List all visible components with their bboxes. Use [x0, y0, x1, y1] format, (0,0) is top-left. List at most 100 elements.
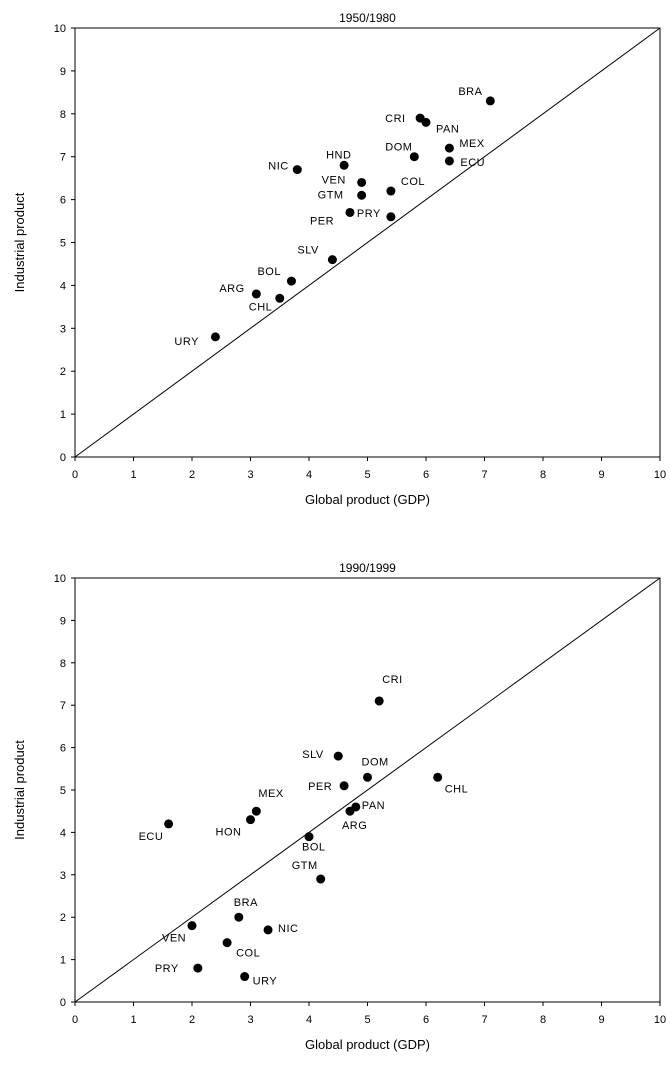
chart1-point-label-col: COL	[401, 176, 425, 188]
chart2-point-dom	[363, 772, 372, 782]
chart2-x-tick-label: 0	[72, 1014, 78, 1026]
chart2-y-tick-label: 6	[60, 743, 66, 755]
chart2-point-label-cri: CRI	[382, 674, 402, 686]
chart2-x-tick-label: 3	[247, 1014, 253, 1026]
chart2-point-label-slv: SLV	[302, 749, 324, 761]
chart2-point-label-per: PER	[308, 781, 332, 793]
chart1-y-tick-label: 5	[60, 238, 66, 250]
chart1-point-label-dom: DOM	[385, 142, 412, 154]
chart2-point-arg	[345, 806, 355, 816]
chart2-point-label-bra: BRA	[234, 897, 258, 909]
chart2-point-bra	[234, 912, 244, 922]
chart2-y-tick-label: 7	[60, 700, 66, 712]
chart2-point-label-mex: MEX	[258, 788, 284, 800]
chart1-point-label-nic: NIC	[268, 161, 288, 173]
chart1-point-chl	[275, 293, 285, 303]
chart1-x-tick-label: 4	[306, 469, 312, 481]
chart1-point-label-bra: BRA	[458, 86, 482, 98]
chart2-point-label-pry: PRY	[155, 963, 179, 975]
chart2-y-tick-label: 10	[54, 573, 66, 585]
chart2-x-tick-label: 4	[306, 1014, 312, 1026]
chart1-x-tick-label: 1	[130, 469, 136, 481]
chart1-x-tick-label: 10	[654, 469, 666, 481]
chart2-point-ecu	[164, 819, 174, 829]
chart1-y-tick-label: 1	[60, 409, 66, 421]
chart1-x-tick-label: 2	[189, 469, 195, 481]
chart1-point-label-cri: CRI	[385, 113, 405, 125]
chart1-y-tick-label: 9	[60, 66, 66, 78]
chart2-point-cri	[374, 696, 384, 706]
chart1-y-tick-label: 3	[60, 323, 66, 335]
chart1-point-label-hnd: HND	[326, 149, 351, 161]
chart2-x-tick-label: 6	[423, 1014, 429, 1026]
chart1-point-gtm	[357, 190, 367, 200]
chart2-point-slv	[333, 751, 343, 761]
chart2-y-tick-label: 2	[60, 912, 66, 924]
chart2-point-ury	[240, 972, 250, 982]
chart2-x-tick-label: 1	[130, 1014, 136, 1026]
chart1-title: 1950/1980	[339, 11, 396, 25]
chart1-reference-line	[74, 27, 661, 458]
chart2-y-axis-title: Industrial product	[12, 740, 27, 840]
chart1-point-hnd	[339, 160, 349, 170]
chart2-x-axis-title: Global product (GDP)	[305, 1037, 430, 1052]
chart2-y-tick-label: 5	[60, 785, 66, 797]
chart2-x-tick-label: 8	[540, 1014, 546, 1026]
chart2-x-tick-label: 9	[598, 1014, 604, 1026]
chart1-point-label-chl: CHL	[249, 301, 273, 313]
chart1-point-label-ury: URY	[174, 336, 199, 348]
chart2-point-chl	[433, 772, 443, 782]
chart1-point-label-slv: SLV	[297, 245, 319, 257]
chart1-x-tick-label: 6	[423, 469, 429, 481]
chart1-point-bra	[485, 96, 495, 106]
chart2-point-per	[339, 781, 349, 791]
chart1-point-dom	[409, 152, 419, 162]
chart1-y-tick-label: 0	[60, 452, 66, 464]
chart2-point-ven	[187, 921, 197, 931]
chart1-point-ury	[210, 332, 220, 342]
chart1-point-label-ecu: ECU	[460, 157, 485, 169]
chart1-y-tick-label: 7	[60, 152, 66, 164]
chart1-point-bol	[286, 276, 296, 286]
chart2-x-tick-label: 5	[364, 1014, 370, 1026]
chart2-point-label-nic: NIC	[278, 923, 298, 935]
chart1-point-label-pry: PRY	[357, 208, 381, 220]
chart1-point-label-pan: PAN	[436, 123, 459, 135]
chart1-point-ven	[357, 177, 367, 187]
chart2-point-label-chl: CHL	[445, 783, 469, 795]
chart2-point-label-dom: DOM	[362, 756, 389, 768]
chart1-point-label-per: PER	[310, 215, 334, 227]
chart2-point-nic	[263, 925, 273, 935]
chart1-point-per	[345, 207, 355, 217]
chart2-y-tick-label: 9	[60, 615, 66, 627]
chart1-x-axis-title: Global product (GDP)	[305, 492, 430, 507]
chart2-point-label-pan: PAN	[362, 800, 385, 812]
chart1-y-tick-label: 2	[60, 366, 66, 378]
chart2-point-bol	[304, 832, 314, 842]
chart1-point-slv	[327, 255, 337, 265]
chart1-y-tick-label: 10	[54, 23, 66, 35]
chart1-x-tick-label: 3	[247, 469, 253, 481]
chart1-x-tick-label: 9	[598, 469, 604, 481]
chart1-y-tick-label: 4	[60, 280, 66, 292]
chart1-point-pry	[386, 212, 396, 222]
chart2-point-gtm	[316, 874, 326, 884]
chart2-point-hon	[246, 815, 255, 825]
chart2-reference-line	[74, 577, 661, 1003]
chart2-point-label-bol: BOL	[302, 842, 326, 854]
chart2-point-mex	[251, 806, 261, 816]
chart1-x-tick-label: 7	[481, 469, 487, 481]
chart1-x-tick-label: 5	[364, 469, 370, 481]
chart2-point-label-col: COL	[236, 948, 260, 960]
chart2-y-tick-label: 3	[60, 870, 66, 882]
chart1-y-tick-label: 8	[60, 109, 66, 121]
chart1-point-label-gtm: GTM	[318, 189, 344, 201]
chart1-point-label-mex: MEX	[459, 138, 485, 150]
chart2-y-tick-label: 4	[60, 827, 66, 839]
chart2-x-tick-label: 2	[189, 1014, 195, 1026]
chart1-x-tick-label: 0	[72, 469, 78, 481]
chart2-x-tick-label: 7	[481, 1014, 487, 1026]
chart2-point-label-ven: VEN	[162, 933, 186, 945]
chart1-point-nic	[292, 165, 302, 175]
